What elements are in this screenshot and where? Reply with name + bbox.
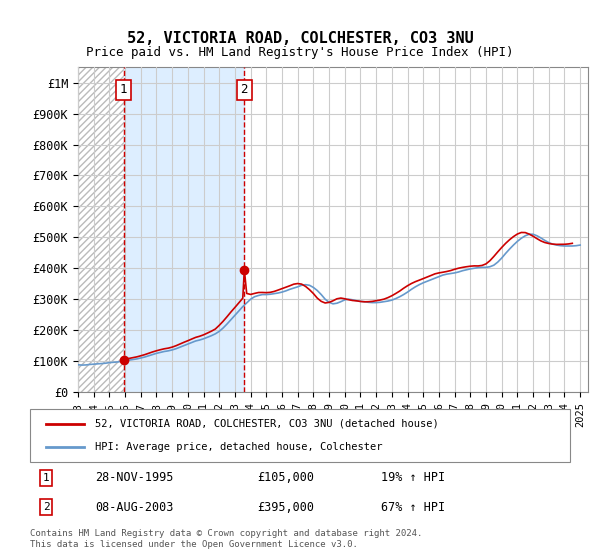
Bar [124,67,244,392]
Text: 2: 2 [43,502,50,512]
Text: 19% ↑ HPI: 19% ↑ HPI [381,471,445,484]
Text: 67% ↑ HPI: 67% ↑ HPI [381,501,445,514]
Text: 52, VICTORIA ROAD, COLCHESTER, CO3 3NU (detached house): 52, VICTORIA ROAD, COLCHESTER, CO3 3NU (… [95,419,439,429]
Text: Contains HM Land Registry data © Crown copyright and database right 2024.
This d: Contains HM Land Registry data © Crown c… [30,529,422,549]
Text: 52, VICTORIA ROAD, COLCHESTER, CO3 3NU: 52, VICTORIA ROAD, COLCHESTER, CO3 3NU [127,31,473,46]
Text: £395,000: £395,000 [257,501,314,514]
Text: 08-AUG-2003: 08-AUG-2003 [95,501,173,514]
Text: 2: 2 [241,83,248,96]
Text: 1: 1 [43,473,50,483]
Text: £105,000: £105,000 [257,471,314,484]
Text: HPI: Average price, detached house, Colchester: HPI: Average price, detached house, Colc… [95,442,382,452]
FancyBboxPatch shape [30,409,570,462]
Text: Price paid vs. HM Land Registry's House Price Index (HPI): Price paid vs. HM Land Registry's House … [86,46,514,59]
Text: 1: 1 [120,83,127,96]
Bar [78,67,124,392]
Text: 28-NOV-1995: 28-NOV-1995 [95,471,173,484]
Bar [78,67,124,392]
